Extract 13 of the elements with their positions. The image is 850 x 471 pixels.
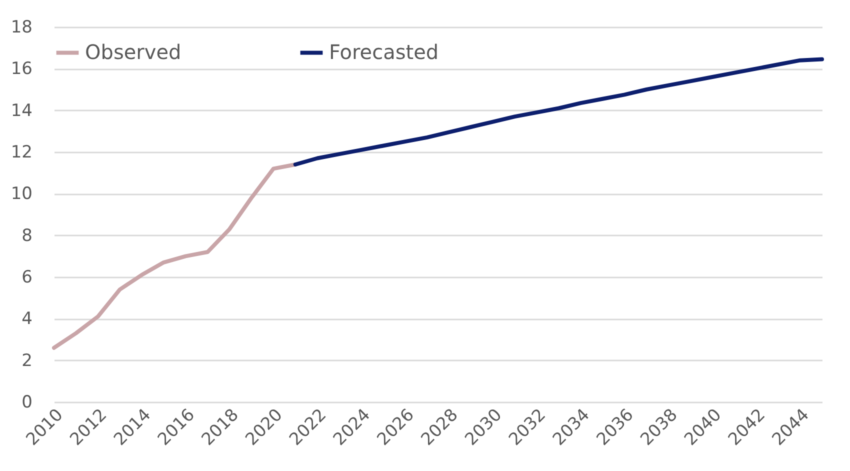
- y-tick-label: 12: [10, 142, 32, 162]
- legend-label: Forecasted: [329, 40, 439, 64]
- y-tick-label: 10: [10, 184, 32, 204]
- y-tick-label: 4: [22, 309, 32, 330]
- y-tick-label: 18: [10, 18, 32, 38]
- y-tick-label: 14: [10, 100, 32, 121]
- line-series: [52, 162, 298, 350]
- y-tick-label: 2: [22, 350, 32, 371]
- legend-label: Observed: [85, 40, 182, 64]
- y-tick-label: 16: [10, 59, 32, 80]
- y-tick-label: 8: [22, 226, 32, 246]
- y-tick-label: 6: [22, 268, 32, 288]
- y-tick-label: 0: [22, 392, 32, 412]
